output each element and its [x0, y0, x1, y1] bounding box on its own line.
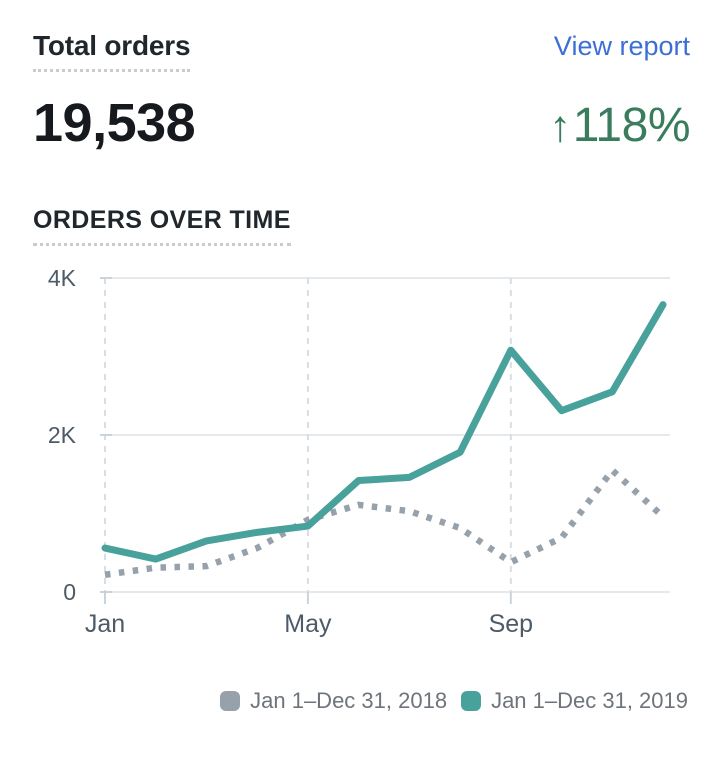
- legend-swatch-2018: [220, 691, 241, 711]
- legend-label-2019: Jan 1–Dec 31, 2019: [491, 688, 688, 713]
- legend-item-2019: Jan 1–Dec 31, 2019: [461, 688, 688, 714]
- legend-swatch-2019: [461, 691, 482, 711]
- svg-text:0: 0: [63, 579, 76, 605]
- legend-item-2018: Jan 1–Dec 31, 2018: [220, 688, 447, 714]
- change-percent: 118%: [572, 99, 691, 152]
- up-arrow-icon: ↑: [549, 102, 571, 151]
- total-orders-title: Total orders: [33, 30, 191, 72]
- svg-text:Jan: Jan: [85, 610, 125, 638]
- view-report-link[interactable]: View report: [553, 31, 690, 61]
- axis-ticks: [100, 277, 512, 604]
- total-orders-value: 19,538: [33, 93, 196, 153]
- metric-row: 19,538 ↑118%: [33, 93, 691, 153]
- legend-label-2018: Jan 1–Dec 31, 2018: [250, 688, 448, 713]
- change-indicator: ↑118%: [549, 102, 690, 150]
- orders-over-time-chart: 0 2K 4K Jan May Sep: [48, 265, 670, 638]
- total-orders-card: Total orders View report 19,538 ↑118% OR…: [33, 30, 691, 714]
- svg-text:May: May: [284, 610, 332, 638]
- horizontal-gridlines: [105, 277, 670, 593]
- svg-text:4K: 4K: [48, 265, 77, 291]
- x-axis-labels: Jan May Sep: [85, 610, 533, 638]
- svg-text:Sep: Sep: [489, 610, 533, 638]
- y-axis-labels: 0 2K 4K: [48, 265, 77, 605]
- chart-legend: Jan 1–Dec 31, 2018 Jan 1–Dec 31, 2019: [33, 688, 688, 714]
- section-heading: ORDERS OVER TIME: [33, 206, 291, 246]
- series-lines: [101, 301, 667, 578]
- svg-text:2K: 2K: [48, 422, 77, 448]
- card-header: Total orders View report: [33, 30, 690, 72]
